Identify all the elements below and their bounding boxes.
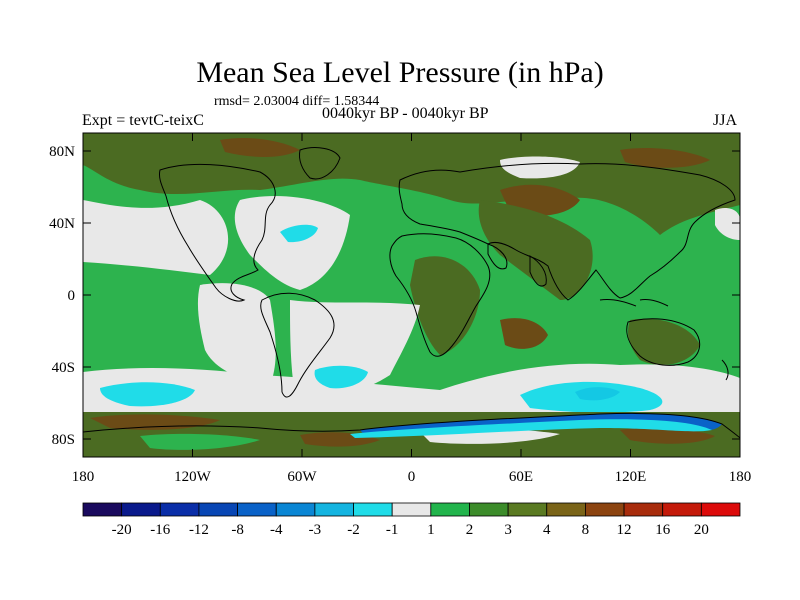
colorbar-label: 3 — [504, 522, 512, 538]
lon-label-60w: 60W — [287, 469, 317, 485]
stats-text: rmsd= 2.03004 diff= 1.58344 — [214, 94, 380, 109]
coast-africa — [389, 233, 491, 357]
colorbar-label: -3 — [308, 522, 322, 538]
field-brown-north-2 — [220, 138, 300, 157]
field-neutral-east — [715, 208, 740, 240]
coast-antarctica — [83, 412, 740, 439]
field-neutral-greenland — [500, 156, 580, 179]
season-label: JJA — [713, 112, 738, 129]
colorbar-swatch — [237, 502, 277, 517]
field-olive-australia — [628, 318, 700, 365]
colorbar-swatch — [469, 502, 509, 517]
colorbar-swatch — [353, 502, 393, 517]
coastlines — [83, 147, 740, 439]
map-field — [83, 133, 740, 457]
coast-north-america — [159, 163, 276, 302]
colorbar-swatch — [159, 502, 200, 517]
lon-label-0: 0 — [408, 469, 416, 485]
colorbar-label: -8 — [231, 522, 244, 538]
colorbar-swatch — [507, 502, 548, 517]
field-neutral-eastpacific — [197, 283, 276, 385]
field-olive-north — [83, 133, 740, 235]
lon-label-120e: 120E — [615, 469, 647, 485]
colorbar-label: -1 — [385, 522, 399, 538]
colorbar-swatch — [314, 502, 354, 517]
colorbar-label: 4 — [543, 522, 551, 538]
colorbar-swatch — [275, 502, 316, 517]
colorbar — [82, 502, 741, 517]
lat-label-0: 0 — [68, 288, 76, 304]
lon-label-180e: 180 — [729, 469, 752, 485]
field-brown-indian — [500, 318, 548, 349]
colorbar-label: -20 — [111, 522, 132, 538]
latitude-axis — [83, 150, 740, 440]
colorbar-label: -4 — [269, 522, 283, 538]
field-green-antarctic — [140, 433, 260, 450]
colorbar-label: 12 — [616, 522, 632, 538]
lon-label-120w: 120W — [174, 469, 212, 485]
colorbar-label: 16 — [655, 522, 671, 538]
lat-label-80n: 80N — [49, 144, 75, 160]
colorbar-swatch — [700, 502, 741, 517]
lon-label-180w: 180 — [72, 469, 95, 485]
field-neutral-northatlantic — [234, 195, 350, 290]
latitude-labels: 80N 40N 0 40S 80S — [49, 144, 75, 448]
field-cyan-antarctic-coast — [350, 419, 712, 438]
coast-arabia — [487, 243, 508, 270]
lon-label-60e: 60E — [509, 469, 533, 485]
field-cyan-light-southindian — [575, 387, 620, 401]
colorbar-swatch — [198, 502, 238, 517]
colorbar-swatch — [391, 502, 432, 517]
lat-label-40s: 40S — [52, 360, 75, 376]
lat-label-40n: 40N — [49, 216, 75, 232]
colorbar-label: -16 — [150, 522, 171, 538]
colorbar-swatch — [623, 502, 664, 517]
colorbar-label: -2 — [347, 522, 360, 538]
coast-south-america — [260, 292, 335, 398]
colorbar-swatch — [662, 502, 702, 517]
coast-australia — [626, 318, 701, 366]
lat-label-80s: 80S — [52, 432, 75, 448]
longitude-axis — [82, 133, 741, 457]
coast-india — [529, 255, 547, 287]
coast-new-zealand — [721, 359, 729, 381]
field-brown-north-3 — [620, 148, 710, 168]
colorbar-label: 8 — [581, 522, 590, 538]
colorbar-swatch — [82, 502, 123, 517]
field-cyan-southatlantic — [314, 365, 368, 389]
coast-eurasia — [398, 162, 736, 301]
longitude-labels: 180 120W 60W 0 60E 120E 180 — [72, 469, 752, 485]
colorbar-label: 1 — [427, 522, 435, 538]
colorbar-swatch — [121, 502, 161, 517]
map-title: Mean Sea Level Pressure (in hPa) — [196, 56, 604, 89]
colorbar-swatch — [585, 502, 625, 517]
coast-greenland — [299, 147, 341, 180]
coast-indonesia — [599, 299, 669, 307]
colorbar-label: -12 — [188, 522, 209, 538]
colorbar-swatch — [430, 502, 470, 517]
colorbar-swatch — [546, 502, 586, 517]
field-olive-asia — [478, 200, 593, 300]
experiment-label: Expt = tevtC-teixC — [82, 112, 204, 129]
colorbar-label: 2 — [465, 522, 474, 538]
period-label: 0040kyr BP - 0040kyr BP — [322, 105, 489, 122]
field-brown-antarctic-3 — [620, 427, 715, 444]
field-neutral-pacific — [83, 200, 229, 275]
colorbar-label: 20 — [693, 522, 709, 538]
field-cyan-northatlantic — [280, 224, 318, 243]
field-cyan-southpacific — [100, 382, 195, 407]
